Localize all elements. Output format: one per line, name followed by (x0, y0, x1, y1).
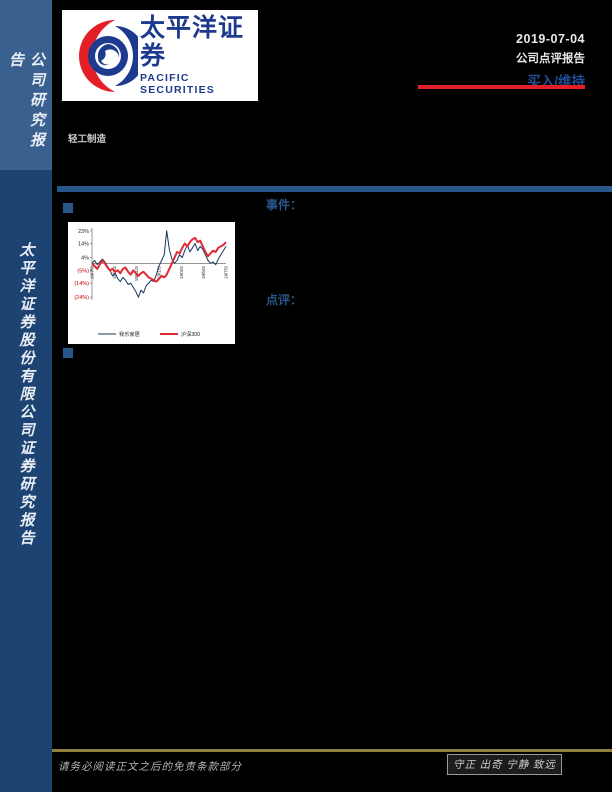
red-accent-rule (418, 85, 585, 89)
company-logo: 太平洋证券 PACIFIC SECURITIES (62, 10, 258, 101)
section-divider-bar (57, 186, 612, 192)
stock-performance-chart: 23% 14% 4% (5%) (14%) (24%) 18/7/3 18/9/3 18/11/… (68, 222, 235, 344)
sector-label: 轻工制造 (68, 134, 107, 145)
pacific-securities-logo-icon (79, 19, 138, 92)
comment-section-label: 点评： (266, 293, 303, 307)
svg-text:19/7/3: 19/7/3 (224, 266, 229, 279)
price-chart-svg: 23%14%4%(5%)(14%)(24%)18/7/3 18/9/3 18/11/… (74, 228, 229, 338)
footer-rule (52, 749, 612, 752)
logo-english-name: PACIFIC SECURITIES (140, 72, 216, 96)
svg-text:(24%): (24%) (74, 295, 89, 301)
svg-text:19/3/3: 19/3/3 (179, 266, 184, 279)
report-type: 公司点评报告 (516, 53, 585, 65)
svg-text:23%: 23% (78, 229, 89, 235)
svg-text:我乐家居: 我乐家居 (119, 330, 140, 338)
sidebar-report-category: 公司研究报告 (7, 52, 44, 152)
svg-text:(14%): (14%) (74, 281, 89, 287)
footer-disclaimer: 请务必阅读正文之后的免责条款部分 (58, 762, 242, 773)
logo-chinese-name: 太平洋证券 (140, 14, 245, 70)
svg-text:19/5/3: 19/5/3 (201, 266, 206, 279)
report-date: 2019-07-04 (516, 32, 585, 46)
svg-text:4%: 4% (81, 256, 89, 262)
sidebar-bottom-section: 太平洋证券股份有限公司证券研究报告 (0, 170, 52, 792)
sidebar-top-section: 公司研究报告 (0, 0, 52, 170)
report-meta: 2019-07-04 公司点评报告 买入/维持 (516, 32, 585, 90)
svg-text:14%: 14% (78, 242, 89, 248)
svg-text:沪深300: 沪深300 (181, 330, 200, 338)
bullet-square-icon (63, 348, 73, 358)
svg-text:18/9/3: 18/9/3 (112, 266, 117, 279)
footer-slogan: 守正 出奇 宁静 致远 (447, 754, 562, 775)
event-section-label: 事件： (266, 198, 303, 212)
svg-text:19/1/3: 19/1/3 (157, 266, 162, 279)
bullet-square-icon (63, 203, 73, 213)
svg-text:(5%): (5%) (77, 268, 89, 274)
svg-text:18/7/3: 18/7/3 (90, 266, 95, 279)
sidebar-company-line: 太平洋证券股份有限公司证券研究报告 (17, 242, 34, 548)
